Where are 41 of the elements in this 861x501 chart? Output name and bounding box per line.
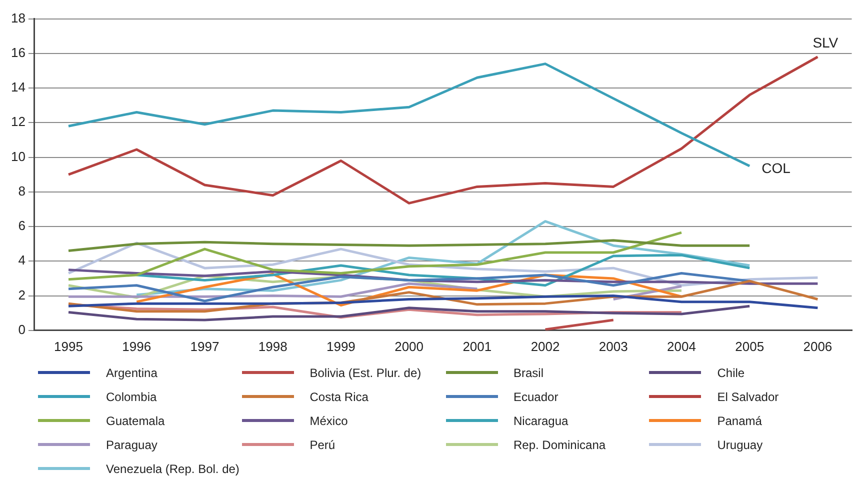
y-tick-label: 6 bbox=[18, 218, 26, 234]
y-tick-label: 18 bbox=[10, 10, 26, 26]
y-tick-label: 4 bbox=[18, 252, 26, 268]
legend-label: Brasil bbox=[514, 366, 544, 380]
x-tick-label: 1999 bbox=[326, 338, 356, 354]
x-tick-label: 2000 bbox=[394, 338, 424, 354]
y-tick-label: 14 bbox=[10, 80, 26, 95]
x-tick-label: 2003 bbox=[598, 338, 628, 354]
x-tick-label: 1996 bbox=[122, 338, 152, 354]
x-tick-label: 2001 bbox=[462, 338, 492, 354]
y-tick-label: 12 bbox=[10, 114, 26, 130]
x-tick-label: 2006 bbox=[803, 338, 832, 354]
legend-label: Bolivia (Est. Plur. de) bbox=[310, 366, 422, 380]
legend-label: México bbox=[310, 414, 348, 428]
x-tick-label: 2002 bbox=[530, 338, 560, 354]
legend-label: Guatemala bbox=[106, 414, 165, 428]
annotation: COL bbox=[762, 160, 791, 176]
y-tick-label: 2 bbox=[18, 287, 26, 302]
legend-label: Chile bbox=[717, 366, 745, 380]
legend-label: El Salvador bbox=[717, 390, 779, 404]
y-tick-label: 8 bbox=[18, 183, 26, 198]
y-tick-label: 10 bbox=[10, 148, 26, 164]
legend-label: Paraguay bbox=[106, 438, 158, 452]
x-tick-label: 2005 bbox=[735, 338, 764, 354]
legend-label: Nicaragua bbox=[514, 414, 568, 428]
legend-label: Rep. Dominicana bbox=[514, 438, 606, 452]
x-tick-label: 2004 bbox=[667, 338, 696, 354]
y-tick-label: 16 bbox=[10, 45, 26, 60]
y-tick-label: 0 bbox=[18, 322, 26, 337]
legend-label: Argentina bbox=[106, 366, 158, 380]
x-tick-label: 1998 bbox=[258, 338, 288, 354]
legend-label: Panamá bbox=[717, 414, 762, 428]
annotation: SLV bbox=[812, 34, 839, 51]
x-tick-label: 1995 bbox=[54, 338, 83, 354]
legend-label: Costa Rica bbox=[310, 390, 368, 404]
legend-label: Ecuador bbox=[514, 390, 558, 404]
legend-label: Venezuela (Rep. Bol. de) bbox=[106, 462, 240, 476]
legend-label: Perú bbox=[310, 438, 336, 452]
legend-label: Colombia bbox=[106, 390, 157, 404]
legend-label: Uruguay bbox=[717, 438, 763, 452]
x-tick-label: 1997 bbox=[190, 338, 220, 354]
